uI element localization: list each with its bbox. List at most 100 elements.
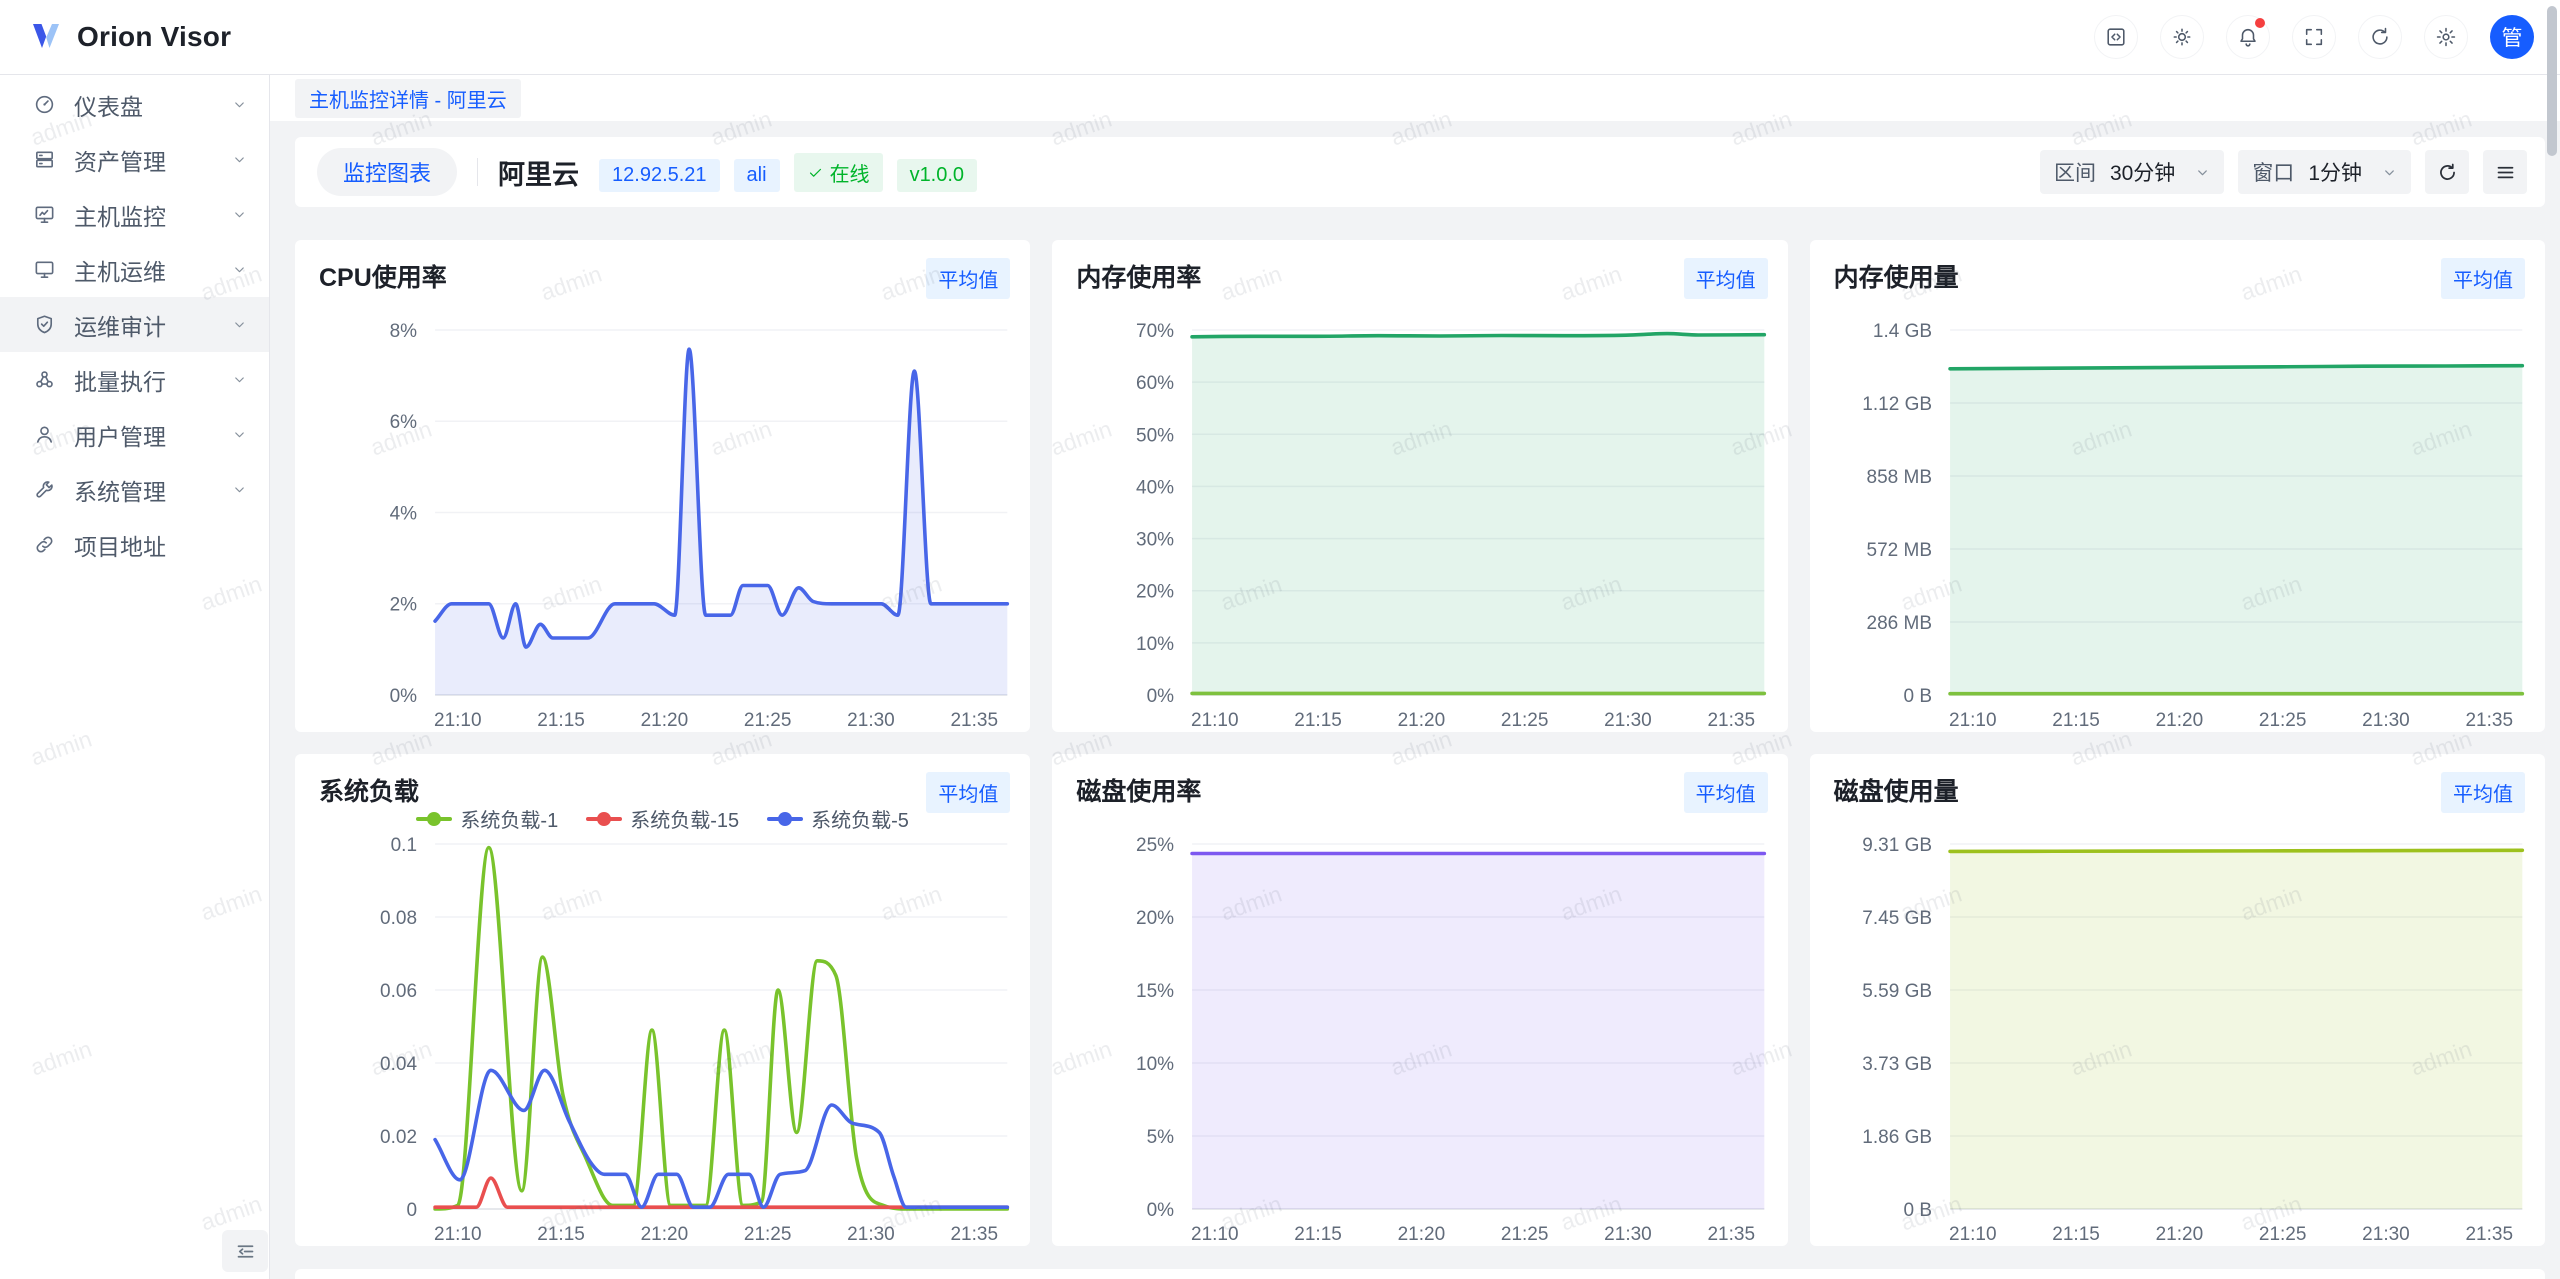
legend-item-系统负载-5[interactable]: 系统负载-5 [767,804,909,833]
average-badge[interactable]: 平均值 [926,772,1011,813]
chevron-down-icon [232,152,247,167]
chevron-down-icon [232,262,247,277]
sidebar-item-system-mgmt[interactable]: 系统管理 [0,462,269,517]
layout-menu-button[interactable] [2483,150,2527,194]
version-tag-text: v1.0.0 [909,163,965,186]
average-badge[interactable]: 平均值 [1683,258,1768,299]
average-badge[interactable]: 平均值 [2440,772,2525,813]
legend-item-系统负载-1[interactable]: 系统负载-1 [416,804,558,833]
legend-label: 系统负载-15 [630,810,740,832]
host-ops-icon [33,258,56,281]
disk-usage-chart[interactable]: 0 B 1.86 GB 3.73 GB 5.59 GB 7.45 GB 9.31 GB 21… [1810,754,2545,1246]
settings-button[interactable] [2424,15,2468,59]
chart-title-mem-rate: 内存使用率 [1076,264,1202,292]
cpu-chart[interactable]: 0% 2% 4% 6% 8% 21:10 21:15 21:20 21:25 21:30 21:35 [295,240,1030,732]
svg-text:0%: 0% [1147,1200,1175,1221]
main-content: 监控图表 阿里云 12.92.5.21 ali 在线 v1.0.0 区间 30分钟 窗… [270,121,2560,1279]
sidebar-collapse-button[interactable] [222,1230,268,1272]
username-tag-text: ali [746,163,767,186]
chevron-down-icon [232,482,247,497]
average-badge[interactable]: 平均值 [926,258,1011,299]
svg-text:21:20: 21:20 [1398,1224,1446,1245]
fullscreen-button[interactable] [2292,15,2336,59]
svg-text:21:35: 21:35 [1708,1224,1756,1245]
chart-card-mem-rate: 0% 10% 20% 30% 40% 50% 60% 70% 21:10 21:15 21:20 21… [1052,240,1788,732]
chevron-down-icon [232,372,247,387]
svg-text:21:25: 21:25 [744,1224,792,1245]
disk-rate-chart[interactable]: 0% 5% 10% 15% 20% 25% 21:10 21:15 21:20 21:25 21:3… [1052,754,1787,1246]
dashboard-icon [33,93,56,116]
check-icon [807,164,824,181]
svg-text:9.31 GB: 9.31 GB [1862,835,1932,856]
username-tag: ali [733,158,780,192]
breadcrumb-tag[interactable]: 主机监控详情 - 阿里云 [295,78,521,118]
svg-text:21:15: 21:15 [537,710,585,731]
sidebar-item-batch-exec[interactable]: 批量执行 [0,352,269,407]
ip-tag: 12.92.5.21 [599,158,720,192]
chevron-down-icon [2195,165,2210,180]
svg-text:30%: 30% [1136,530,1174,551]
batch-exec-icon [33,368,56,391]
sidebar-item-ops-audit[interactable]: 运维审计 [0,297,269,352]
svg-text:21:35: 21:35 [950,1224,998,1245]
fullscreen-icon [2303,26,2325,48]
code-button[interactable] [2094,15,2138,59]
svg-text:21:10: 21:10 [1949,710,1997,731]
avatar[interactable]: 管 [2490,15,2534,59]
sidebar: 仪表盘资产管理主机监控主机运维运维审计批量执行用户管理系统管理 项目地址 [0,75,270,1279]
sidebar-item-label: 运维审计 [74,313,166,340]
refresh-charts-button[interactable] [2425,150,2469,194]
refresh-button[interactable] [2358,15,2402,59]
legend-marker [586,811,623,826]
chart-card-load: 0 0.02 0.04 0.06 0.08 0.1 21:10 21:15 21:20 21:25… [295,754,1031,1246]
tab-monitor-charts[interactable]: 监控图表 [317,148,458,196]
code-icon [2105,26,2127,48]
legend-item-系统负载-15[interactable]: 系统负载-15 [586,804,739,833]
chart-title-disk-usage: 磁盘使用量 [1833,778,1959,806]
average-badge[interactable]: 平均值 [1683,772,1768,813]
chart-title-cpu: CPU使用率 [319,264,447,292]
interval-label: 区间 [2053,162,2096,185]
svg-text:21:35: 21:35 [2465,1224,2513,1245]
sidebar-item-label: 用户管理 [74,423,166,450]
window-select[interactable]: 窗口 1分钟 [2238,150,2411,194]
svg-text:21:20: 21:20 [641,1224,689,1245]
version-tag: v1.0.0 [896,158,978,192]
sidebar-item-host-ops[interactable]: 主机运维 [0,242,269,297]
svg-text:0 B: 0 B [1903,686,1932,707]
mem-usage-chart[interactable]: 0 B 286 MB 572 MB 858 MB 1.12 GB 1.4 GB 21:10 2… [1810,240,2545,732]
sidebar-item-host-monitor[interactable]: 主机监控 [0,187,269,242]
chart-title-mem-usage: 内存使用量 [1833,264,1959,292]
svg-text:1.12 GB: 1.12 GB [1862,394,1932,415]
svg-text:1.86 GB: 1.86 GB [1862,1127,1932,1148]
scrollbar-thumb[interactable] [2547,6,2557,156]
theme-button[interactable] [2160,15,2204,59]
svg-text:21:25: 21:25 [2259,710,2307,731]
sidebar-item-assets[interactable]: 资产管理 [0,132,269,187]
load-chart[interactable]: 0 0.02 0.04 0.06 0.08 0.1 21:10 21:15 21:20 21:25… [295,754,1030,1246]
bell-icon [2237,26,2259,48]
svg-text:21:25: 21:25 [744,710,792,731]
sidebar-item-user-mgmt[interactable]: 用户管理 [0,407,269,462]
interval-select[interactable]: 区间 30分钟 [2039,150,2225,194]
svg-text:0%: 0% [1147,686,1175,707]
average-badge[interactable]: 平均值 [2440,258,2525,299]
svg-text:0.02: 0.02 [380,1127,417,1148]
orion-visor-logo-icon [28,21,64,54]
assets-icon [33,148,56,171]
mem-rate-chart[interactable]: 0% 10% 20% 30% 40% 50% 60% 70% 21:10 21:15 21:20 21… [1052,240,1787,732]
topbar: Orion Visor 管 [0,0,2560,75]
bell-button[interactable] [2226,15,2270,59]
sidebar-item-project-link[interactable]: 项目地址 [0,517,269,572]
svg-text:20%: 20% [1136,582,1174,603]
brand-name: Orion Visor [77,21,232,52]
chart-card-mem-usage: 0 B 286 MB 572 MB 858 MB 1.12 GB 1.4 GB 21:10 2… [1809,240,2545,732]
sidebar-item-label: 资产管理 [74,148,166,175]
svg-text:50%: 50% [1136,425,1174,446]
sidebar-item-label: 主机监控 [74,203,166,230]
svg-text:21:30: 21:30 [2362,710,2410,731]
svg-text:21:30: 21:30 [1605,710,1653,731]
sidebar-item-dashboard[interactable]: 仪表盘 [0,77,269,132]
svg-text:21:35: 21:35 [1708,710,1756,731]
chart-title-disk-rate: 磁盘使用率 [1076,778,1202,806]
